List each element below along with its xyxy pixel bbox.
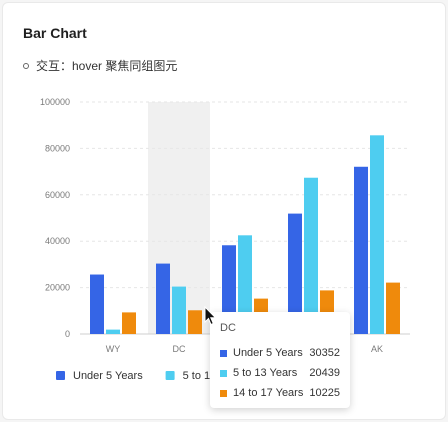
legend-label[interactable]: Under 5 Years xyxy=(73,370,143,382)
legend-swatch[interactable] xyxy=(165,371,175,380)
tooltip-title: DC xyxy=(220,322,236,334)
legend-label[interactable]: 5 to 13 xyxy=(183,370,217,382)
page-title: Bar Chart xyxy=(23,25,87,41)
tooltip-row-name: 14 to 17 Years xyxy=(233,387,304,399)
bullet-icon xyxy=(23,62,29,69)
bar[interactable] xyxy=(386,282,400,334)
tooltip-swatch xyxy=(220,369,227,377)
x-tick-label: WY xyxy=(106,344,121,354)
legend-swatch[interactable] xyxy=(56,371,65,380)
bar[interactable] xyxy=(304,177,318,334)
interaction-note: 交互：hover 聚焦同组图元 xyxy=(23,57,177,74)
bars-layer[interactable] xyxy=(90,135,400,334)
y-tick-label: 100000 xyxy=(40,97,70,107)
bar[interactable] xyxy=(222,245,236,334)
tooltip-row-value: 30352 xyxy=(309,347,340,359)
tooltip-swatch xyxy=(220,389,227,397)
tooltip-row: 5 to 13 Years 20439 xyxy=(220,363,340,383)
y-tick-label: 60000 xyxy=(45,190,70,200)
bar[interactable] xyxy=(370,135,384,334)
y-tick-label: 40000 xyxy=(45,236,70,246)
bar[interactable] xyxy=(354,166,368,334)
bar[interactable] xyxy=(288,213,302,334)
bar[interactable] xyxy=(156,263,170,334)
bar[interactable] xyxy=(106,329,120,334)
x-tick-label: DC xyxy=(173,344,186,354)
bar[interactable] xyxy=(172,286,186,334)
tooltip-row: 14 to 17 Years 10225 xyxy=(220,383,340,403)
tooltip-swatch xyxy=(220,349,227,357)
tooltip-row-name: 5 to 13 Years xyxy=(233,367,298,379)
bar[interactable] xyxy=(188,310,202,334)
interaction-note-text: 交互：hover 聚焦同组图元 xyxy=(36,59,178,73)
tooltip-row-value: 20439 xyxy=(309,367,340,379)
y-tick-label: 0 xyxy=(65,329,70,339)
bar[interactable] xyxy=(238,235,252,334)
bar[interactable] xyxy=(90,274,104,334)
legend[interactable]: Under 5 Years 5 to 13 xyxy=(56,370,216,382)
mouse-pointer-icon xyxy=(204,306,217,326)
y-tick-label: 80000 xyxy=(45,143,70,153)
tooltip-row-name: Under 5 Years xyxy=(233,347,303,359)
tooltip: DC Under 5 Years 30352 5 to 13 Years 204… xyxy=(210,312,350,408)
x-tick-label: AK xyxy=(371,344,383,354)
y-tick-label: 20000 xyxy=(45,283,70,293)
bar[interactable] xyxy=(122,312,136,334)
tooltip-row-value: 10225 xyxy=(309,387,340,399)
tooltip-row: Under 5 Years 30352 xyxy=(220,343,340,363)
